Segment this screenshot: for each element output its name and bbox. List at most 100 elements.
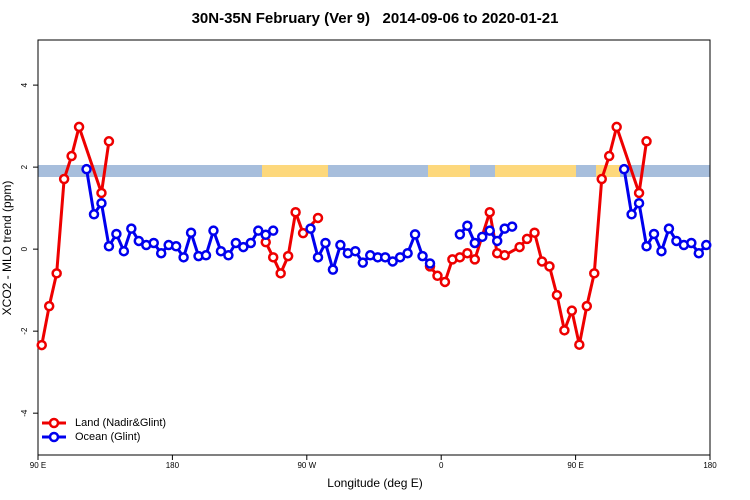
point <box>155 247 167 259</box>
point <box>88 209 100 220</box>
y-tick-label: 4 <box>20 82 29 87</box>
point <box>641 136 652 147</box>
point <box>223 250 234 261</box>
point <box>394 252 406 263</box>
point <box>230 237 242 249</box>
point <box>618 163 630 175</box>
point <box>312 252 324 263</box>
point <box>574 339 585 350</box>
point <box>51 268 62 279</box>
x-tick-label: 90 W <box>297 461 316 470</box>
point <box>499 250 510 261</box>
point <box>245 237 257 249</box>
y-axis-label: XCO2 - MLO trend (ppm) <box>0 181 14 316</box>
point <box>671 235 682 247</box>
point <box>544 261 555 272</box>
series-line <box>40 125 111 346</box>
point <box>238 241 249 253</box>
point <box>178 252 189 263</box>
point <box>454 252 466 263</box>
x-tick-label: 90 E <box>567 461 583 470</box>
x-tick-label: 0 <box>439 461 444 470</box>
point <box>559 325 570 336</box>
point <box>409 229 421 240</box>
point <box>611 121 622 133</box>
point <box>350 245 361 257</box>
point <box>454 229 466 240</box>
point <box>469 254 481 265</box>
point <box>200 250 212 261</box>
point <box>275 268 286 279</box>
point <box>66 150 77 162</box>
chart-title: 30N-35N February (Ver 9) 2014-09-06 to 2… <box>192 10 559 27</box>
point <box>58 173 70 185</box>
point <box>641 241 652 252</box>
point <box>103 241 115 252</box>
y-tick-label: 2 <box>20 164 29 169</box>
point <box>656 245 667 257</box>
legend-marker <box>48 417 60 429</box>
point <box>357 257 369 268</box>
point <box>253 225 264 236</box>
point <box>379 252 391 263</box>
legend-label: Land (Nadir&Glint) <box>75 417 166 429</box>
point <box>462 220 473 232</box>
land-strip <box>428 165 470 177</box>
point <box>305 223 316 234</box>
point <box>514 241 525 253</box>
point <box>551 289 563 301</box>
point <box>566 305 578 316</box>
point <box>312 212 324 224</box>
point <box>596 173 607 185</box>
legend-label: Ocean (Glint) <box>75 431 140 443</box>
point <box>118 245 130 257</box>
point <box>43 300 55 312</box>
y-tick-label: -4 <box>20 409 29 417</box>
point <box>185 227 197 238</box>
point <box>282 250 294 262</box>
point <box>148 237 159 249</box>
point <box>686 237 697 249</box>
point <box>290 206 301 218</box>
point <box>633 197 645 209</box>
point <box>633 187 645 199</box>
point <box>477 231 488 243</box>
point <box>663 223 675 234</box>
y-tick-label: 0 <box>20 246 29 251</box>
point <box>484 206 495 218</box>
series-line <box>264 210 320 275</box>
land-strip <box>495 165 576 177</box>
x-tick-label: 90 E <box>30 461 46 470</box>
point <box>126 223 137 234</box>
point <box>462 247 473 259</box>
point <box>335 239 346 251</box>
point <box>439 276 451 288</box>
point <box>96 187 107 199</box>
point <box>693 247 705 259</box>
point <box>484 225 495 236</box>
point <box>648 228 660 240</box>
point <box>260 229 271 241</box>
land-strip <box>262 165 328 177</box>
plot-frame <box>37 39 711 456</box>
point <box>469 237 481 249</box>
point <box>491 235 503 247</box>
point <box>589 268 600 279</box>
point <box>36 339 47 351</box>
point <box>506 221 518 232</box>
point <box>529 227 540 238</box>
point <box>387 256 398 267</box>
point <box>603 150 615 162</box>
point <box>626 209 637 220</box>
point <box>267 252 279 263</box>
point <box>215 245 227 257</box>
point <box>536 256 548 267</box>
point <box>73 121 85 133</box>
point <box>581 300 593 312</box>
point <box>267 225 279 236</box>
land-ocean-strip <box>38 165 710 177</box>
point <box>432 270 443 282</box>
x-tick-label: 180 <box>703 461 717 470</box>
point <box>701 239 712 251</box>
